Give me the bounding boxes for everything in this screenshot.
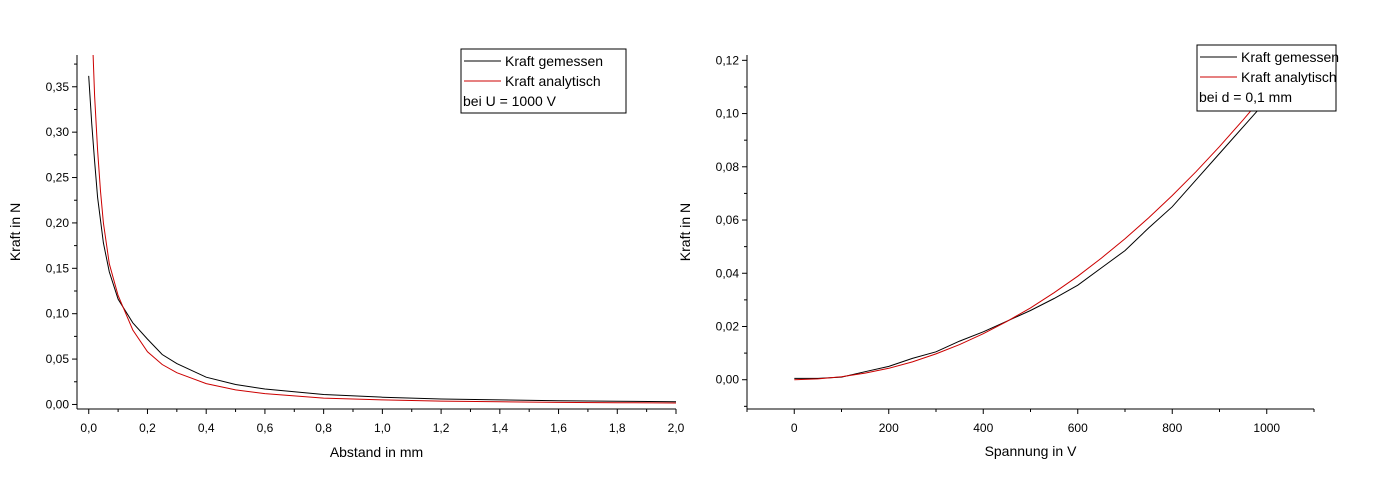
y-tick-label: 0,05 (46, 352, 70, 366)
x-tick-label: 0,6 (257, 421, 274, 435)
y-tick-label: 0,06 (716, 213, 740, 227)
y-tick-label: 0,30 (46, 125, 70, 139)
x-axis-title: Abstand in mm (330, 444, 423, 460)
y-tick-label: 0,12 (716, 53, 740, 67)
series-line-analytic (794, 91, 1268, 381)
x-tick-label: 0 (791, 421, 798, 435)
x-tick-label: 0,0 (80, 421, 97, 435)
y-tick-label: 0,25 (46, 171, 70, 185)
chart-force-vs-distance: 0,00 0,05 0,10 0,15 0,20 0,25 0,30 0,35 0,0 0,2 0,… (7, 48, 685, 460)
y-tick-label: 0,00 (46, 397, 70, 411)
chart-force-vs-voltage: 0,00 0,02 0,04 0,06 0,08 0,10 0,12 0 200 400 600 80… (677, 44, 1339, 459)
y-tick-label: 0,15 (46, 261, 70, 275)
legend-label: Kraft gemessen (1241, 49, 1339, 65)
x-tick-label: 400 (973, 421, 993, 435)
x-tick-label: 1,4 (491, 421, 508, 435)
legend-box (1196, 44, 1337, 112)
x-tick-label: 2,0 (668, 421, 685, 435)
x-axis-title: Spannung in V (985, 443, 1078, 459)
y-tick-label: 0,10 (716, 107, 740, 121)
y-tick-label: 0,35 (46, 80, 70, 94)
legend-label: Kraft analytisch (1241, 69, 1337, 85)
x-tick-label: 1,0 (374, 421, 391, 435)
y-tick-label: 0,04 (716, 266, 740, 280)
legend-note: bei d = 0,1 mm (1199, 89, 1292, 105)
x-tick-label: 0,8 (315, 421, 332, 435)
series-line-measured (794, 99, 1268, 379)
x-tick-label: 200 (879, 421, 899, 435)
legend-label: Kraft gemessen (505, 53, 603, 69)
x-tick-label: 800 (1162, 421, 1182, 435)
series-line-measured (88, 75, 677, 403)
legend-label: Kraft analytisch (505, 73, 601, 89)
x-tick-label: 1,8 (609, 421, 626, 435)
y-tick-label: 0,00 (716, 373, 740, 387)
y-tick-label: 0,02 (716, 319, 740, 333)
legend-note: bei U = 1000 V (463, 93, 557, 109)
x-tick-label: 0,2 (139, 421, 156, 435)
y-tick-label: 0,10 (46, 307, 70, 321)
y-tick-label: 0,20 (46, 216, 70, 230)
x-tick-label: 0,4 (198, 421, 215, 435)
x-tick-label: 1000 (1253, 421, 1280, 435)
x-tick-label: 1,2 (433, 421, 450, 435)
x-tick-label: 600 (1068, 421, 1088, 435)
y-tick-label: 0,08 (716, 160, 740, 174)
y-axis-title: Kraft in N (677, 203, 693, 261)
y-axis-title: Kraft in N (7, 203, 23, 261)
x-tick-label: 1,6 (550, 421, 567, 435)
series-line-analytic (92, 54, 677, 404)
